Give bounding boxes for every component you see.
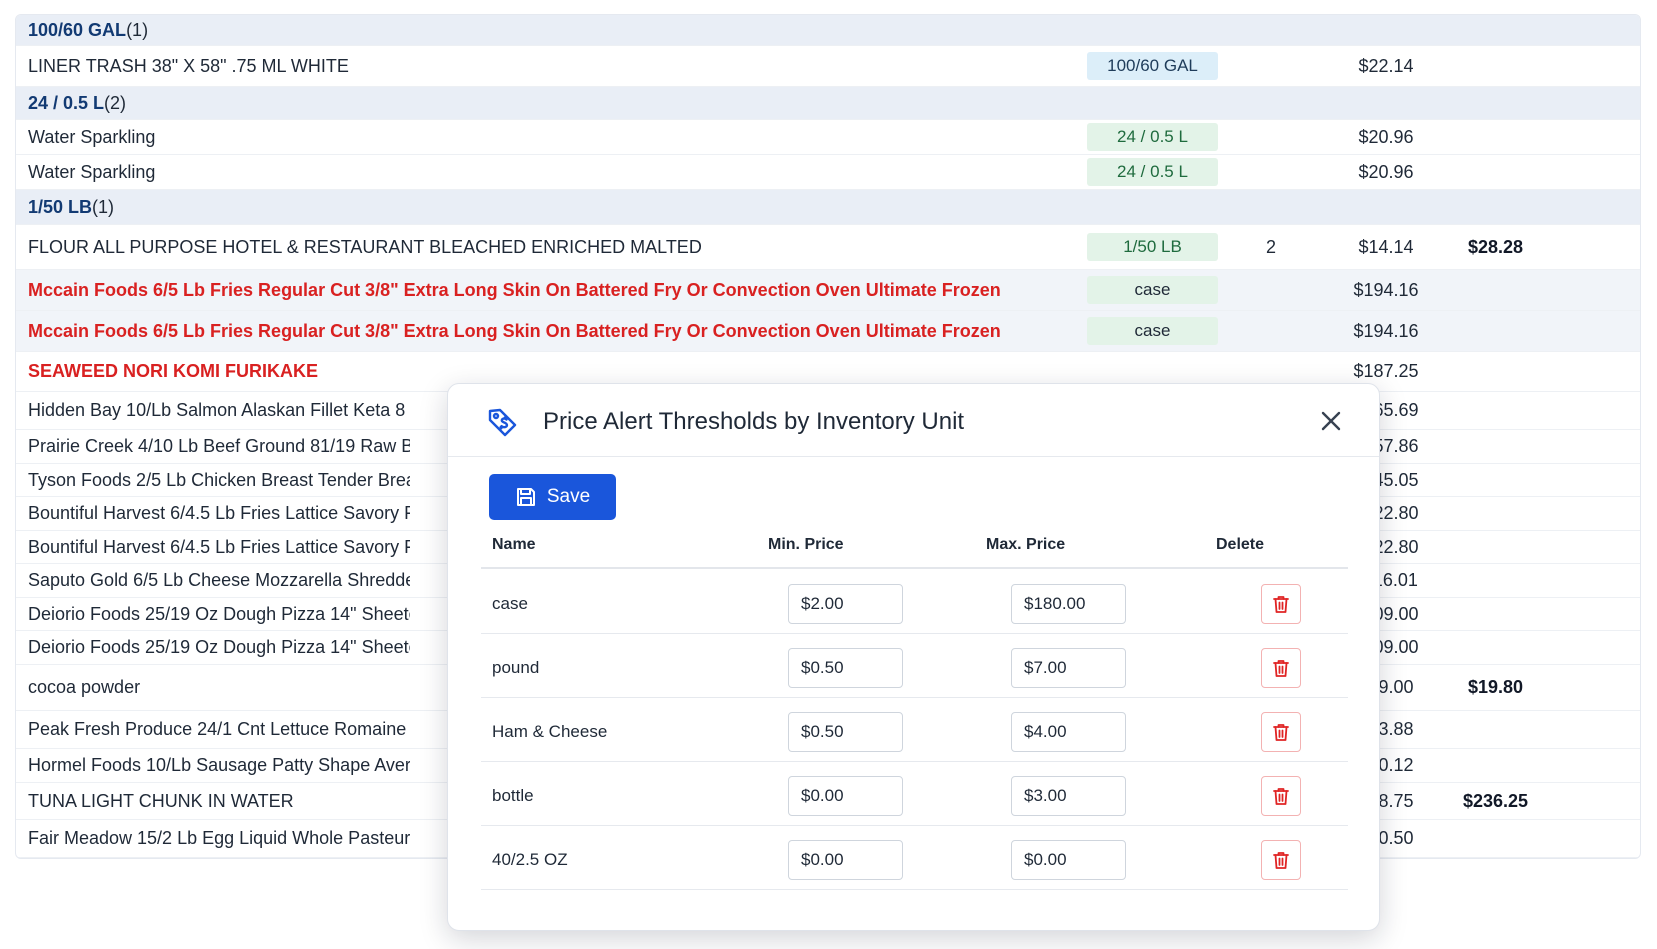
unit-price: $22.14 — [1358, 55, 1414, 76]
col-header-max: Max. Price — [986, 536, 1066, 553]
table-row[interactable]: FLOUR ALL PURPOSE HOTEL & RESTAURANT BLE… — [16, 225, 1640, 270]
table-row[interactable]: Water Sparkling 24 / 0.5 L $20.96 — [16, 120, 1640, 155]
unit-badge: case — [1087, 317, 1218, 345]
group-count: (1) — [126, 19, 149, 40]
save-button[interactable]: Save — [489, 474, 616, 520]
table-row[interactable]: LINER TRASH 38" X 58" .75 ML WHITE 100/60… — [16, 46, 1640, 87]
table-row[interactable]: Mccain Foods 6/5 Lb Fries Regular Cut 3/… — [16, 311, 1640, 352]
unit-price: $20.96 — [1358, 161, 1414, 182]
table-row[interactable]: Mccain Foods 6/5 Lb Fries Regular Cut 3/… — [16, 270, 1640, 311]
unit-name: bottle — [492, 786, 534, 805]
max-price-input[interactable] — [1011, 648, 1126, 688]
trash-icon — [1273, 724, 1289, 741]
unit-badge: 100/60 GAL — [1087, 52, 1218, 80]
item-name: TUNA LIGHT CHUNK IN WATER — [28, 790, 294, 811]
min-price-input[interactable] — [788, 648, 903, 688]
delete-button[interactable] — [1261, 712, 1301, 752]
item-name: cocoa powder — [28, 677, 141, 697]
delete-button[interactable] — [1261, 584, 1301, 624]
max-price-input[interactable] — [1011, 584, 1126, 624]
col-header-delete: Delete — [1216, 536, 1265, 553]
min-price-input[interactable] — [788, 584, 903, 624]
min-price-input[interactable] — [788, 776, 903, 816]
min-price-input[interactable] — [788, 840, 903, 880]
unit-name: 40/2.5 OZ — [492, 850, 568, 869]
price-alert-modal: Price Alert Thresholds by Inventory Unit… — [447, 383, 1380, 931]
quantity: 2 — [1265, 236, 1276, 257]
table-row[interactable]: Water Sparkling 24 / 0.5 L $20.96 — [16, 155, 1640, 190]
trash-icon — [1273, 596, 1289, 613]
item-name: Peak Fresh Produce 24/1 Cnt Lettuce Roma… — [28, 719, 410, 739]
trash-icon — [1273, 788, 1289, 805]
unit-price: $14.14 — [1358, 236, 1414, 257]
threshold-row: 40/2.5 OZ — [481, 826, 1348, 890]
col-header-min: Min. Price — [768, 536, 844, 553]
min-price-input[interactable] — [788, 712, 903, 752]
col-header-name: Name — [492, 536, 536, 553]
item-name: Hormel Foods 10/Lb Sausage Patty Shape A… — [28, 755, 410, 775]
threshold-row: case — [481, 570, 1348, 634]
group-row[interactable]: 24 / 0.5 L (2) — [16, 87, 1640, 120]
item-name: LINER TRASH 38" X 58" .75 ML WHITE — [28, 55, 349, 76]
trash-icon — [1273, 852, 1289, 869]
item-name: Bountiful Harvest 6/4.5 Lb Fries Lattice… — [28, 503, 410, 523]
unit-badge: 24 / 0.5 L — [1087, 158, 1218, 186]
item-name: FLOUR ALL PURPOSE HOTEL & RESTAURANT BLE… — [28, 236, 702, 257]
unit-price: $20.96 — [1358, 126, 1414, 147]
item-name: Mccain Foods 6/5 Lb Fries Regular Cut 3/… — [28, 279, 1001, 300]
item-name: Hidden Bay 10/Lb Salmon Alaskan Fillet K… — [28, 400, 410, 420]
price-tag-icon — [488, 408, 517, 437]
header-divider — [481, 567, 1348, 569]
save-label: Save — [546, 486, 591, 507]
item-name: Deiorio Foods 25/19 Oz Dough Pizza 14" S… — [28, 603, 410, 624]
line-total: $19.80 — [1467, 677, 1524, 697]
trash-icon — [1273, 660, 1289, 677]
group-label: 100/60 GAL — [28, 19, 127, 40]
group-label: 1/50 LB — [28, 196, 93, 217]
max-price-input[interactable] — [1011, 712, 1126, 752]
item-name: Bountiful Harvest 6/4.5 Lb Fries Lattice… — [28, 536, 410, 557]
item-name: Fair Meadow 15/2 Lb Egg Liquid Whole Pas… — [28, 828, 410, 848]
delete-button[interactable] — [1261, 840, 1301, 880]
max-price-input[interactable] — [1011, 840, 1126, 880]
item-name: Water Sparkling — [28, 161, 156, 182]
group-label: 24 / 0.5 L — [28, 92, 105, 113]
line-total: $236.25 — [1462, 790, 1529, 811]
line-total: $28.28 — [1467, 236, 1524, 257]
item-name: Prairie Creek 4/10 Lb Beef Ground 81/19 … — [28, 436, 410, 456]
delete-button[interactable] — [1261, 648, 1301, 688]
group-row[interactable]: 100/60 GAL (1) — [16, 15, 1640, 46]
max-price-input[interactable] — [1011, 776, 1126, 816]
group-count: (2) — [104, 92, 127, 113]
threshold-row: bottle — [481, 762, 1348, 826]
unit-name: Ham & Cheese — [492, 722, 608, 741]
item-name: Saputo Gold 6/5 Lb Cheese Mozzarella Shr… — [28, 570, 410, 590]
close-icon[interactable] — [1320, 410, 1342, 432]
unit-badge: case — [1087, 276, 1218, 304]
item-name: Water Sparkling — [28, 126, 156, 147]
unit-price: $187.25 — [1353, 361, 1419, 381]
unit-badge: 1/50 LB — [1087, 233, 1218, 261]
group-count: (1) — [92, 196, 115, 217]
item-name: Deiorio Foods 25/19 Oz Dough Pizza 14" S… — [28, 637, 410, 657]
unit-badge: 24 / 0.5 L — [1087, 123, 1218, 151]
threshold-row: Ham & Cheese — [481, 698, 1348, 762]
floppy-disk-icon — [516, 488, 535, 506]
delete-button[interactable] — [1261, 776, 1301, 816]
unit-price: $194.16 — [1353, 320, 1419, 341]
threshold-row: pound — [481, 634, 1348, 698]
item-name: Mccain Foods 6/5 Lb Fries Regular Cut 3/… — [28, 320, 1001, 341]
item-name: Tyson Foods 2/5 Lb Chicken Breast Tender… — [28, 469, 410, 490]
group-row[interactable]: 1/50 LB (1) — [16, 190, 1640, 225]
modal-header: Price Alert Thresholds by Inventory Unit — [448, 384, 1379, 457]
unit-name: case — [492, 594, 528, 613]
unit-price: $194.16 — [1353, 279, 1419, 300]
modal-title: Price Alert Thresholds by Inventory Unit — [543, 408, 965, 435]
item-name: SEAWEED NORI KOMI FURIKAKE — [28, 361, 319, 381]
unit-name: pound — [492, 658, 540, 677]
